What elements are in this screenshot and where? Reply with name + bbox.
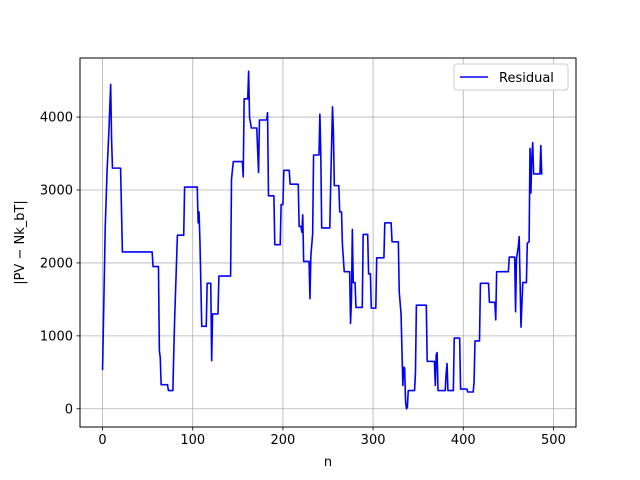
y-tick-label: 4000 (40, 111, 73, 126)
x-tick-label: 500 (541, 433, 566, 448)
y-tick-label: 1000 (40, 329, 73, 344)
y-tick-label: 3000 (40, 183, 73, 198)
y-axis-label: |PV − Nk_bT| (13, 200, 28, 285)
y-tick-label: 0 (65, 402, 73, 417)
x-tick-label: 0 (98, 433, 106, 448)
grid (80, 58, 576, 427)
legend: Residual (453, 63, 569, 91)
y-tick-label: 2000 (40, 256, 73, 271)
series-line-residual (101, 70, 543, 410)
x-ticks: 0 100 200 300 400 500 (98, 427, 566, 448)
x-tick-label: 100 (180, 433, 205, 448)
x-tick-label: 300 (361, 433, 386, 448)
x-axis-label: n (324, 455, 332, 470)
y-ticks: 0 1000 2000 3000 4000 (40, 111, 80, 417)
legend-label: Residual (499, 71, 554, 86)
x-tick-label: 200 (270, 433, 295, 448)
x-tick-label: 400 (451, 433, 476, 448)
plot-frame (79, 57, 577, 428)
legend-box (453, 63, 569, 91)
series-layer (101, 70, 543, 410)
